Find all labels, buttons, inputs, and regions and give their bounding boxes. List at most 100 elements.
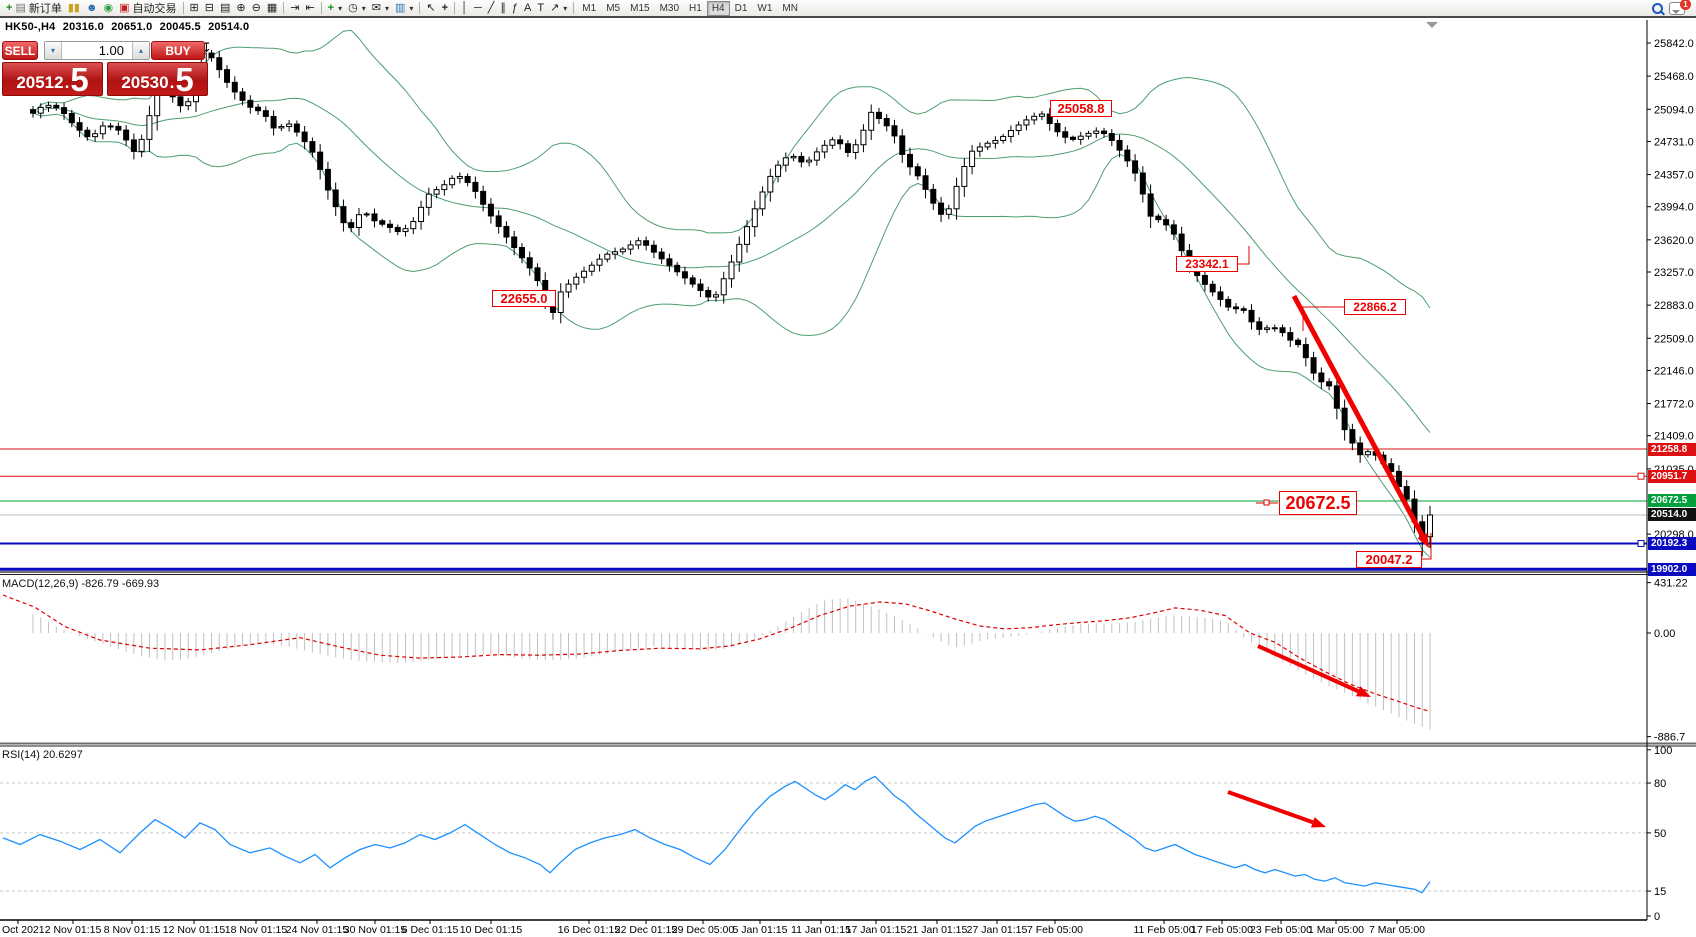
cursor-icon: ↖	[426, 1, 436, 14]
trend-arrow[interactable]	[1227, 790, 1314, 825]
cursor-tool-button[interactable]: ↖	[423, 0, 438, 16]
sell-button[interactable]: SELL	[2, 41, 38, 60]
sell-price-display[interactable]: 20512. 5	[2, 62, 103, 96]
time-axis-label: 23 Feb 05:00	[1250, 924, 1312, 936]
horizontal-line-tool[interactable]: ─	[471, 0, 485, 16]
indicators-button[interactable]: + ▾	[325, 0, 345, 16]
vertical-line-tool[interactable]: │	[458, 0, 471, 16]
auto-scroll-button[interactable]: ⇥	[287, 0, 302, 16]
tab-timeframe-m15[interactable]: M15	[630, 2, 650, 14]
arrows-tool[interactable]: ↗ ▾	[547, 0, 570, 16]
toolbar: + ▤ 新订单 ▮▮ ☻ ◉ ▣ 自动交易 ⊞ ⊟ ▤ ⊕ ⊖ ▦ ⇥ ⇤ + ▾…	[0, 0, 1696, 18]
profile-icon: ▤	[219, 1, 231, 14]
new-order-label: 新订单	[28, 3, 62, 15]
text-label-tool[interactable]: T	[534, 0, 547, 16]
buy-button[interactable]: BUY	[151, 41, 205, 60]
trend-arrow[interactable]	[1291, 294, 1425, 537]
annotation-a20672[interactable]: 20672.5	[1279, 491, 1357, 515]
chart-type-button[interactable]: ▥ ▾	[392, 0, 416, 16]
text-label-icon: T	[537, 1, 545, 14]
zoom-out-button[interactable]: ⊖	[249, 0, 264, 16]
annotation-handle[interactable]	[1263, 499, 1270, 506]
symbol-search-button[interactable]	[1649, 0, 1666, 16]
volume-input[interactable]: 1.00	[98, 43, 124, 58]
tab-timeframe-d1[interactable]: D1	[734, 2, 748, 14]
symbol-period-label: HK50-,H4	[5, 21, 56, 33]
signal-button[interactable]: ◉	[101, 0, 117, 16]
tab-timeframe-h1[interactable]: H1	[689, 2, 702, 14]
tab-timeframe-mn[interactable]: MN	[782, 2, 798, 14]
trend-arrow[interactable]	[1257, 644, 1360, 694]
zoom-in-button[interactable]: ⊕	[233, 0, 248, 16]
periods-button[interactable]: ◷ ▾	[345, 0, 369, 16]
deposit-button[interactable]: ▮▮	[65, 0, 83, 16]
annotation-a22655[interactable]: 22655.0	[492, 290, 556, 307]
notifications-button[interactable]: 1	[1666, 0, 1696, 16]
macd-axis-label: -886.7	[1654, 732, 1685, 744]
market-watch-button[interactable]: ⊟	[202, 0, 217, 16]
text-tool[interactable]: A	[521, 0, 534, 16]
chevron-down-icon: ▾	[50, 46, 55, 55]
mail-icon: ✉	[371, 1, 381, 14]
time-axis-label: 30 Nov 01:15	[344, 924, 407, 936]
annotation-a23342[interactable]: 23342.1	[1176, 256, 1238, 272]
y-axis-label: 23620.0	[1654, 235, 1694, 247]
line-handle[interactable]	[1637, 539, 1645, 547]
autotrading-button[interactable]: ▣ 自动交易	[116, 0, 179, 16]
support-icon: ☻	[85, 1, 98, 14]
volume-stepper[interactable]: ▾ 1.00 ▴	[44, 41, 150, 60]
rsi-axis-label: 0	[1654, 911, 1660, 923]
new-order-button[interactable]: + ▤ 新订单	[3, 0, 65, 16]
y-axis-label: 23257.0	[1654, 267, 1694, 279]
tab-timeframe-h4[interactable]: H4	[706, 0, 730, 16]
buy-price-display[interactable]: 20530. 5	[107, 62, 208, 96]
navigator-button[interactable]: ▤	[217, 0, 233, 16]
y-axis-label: 22146.0	[1654, 365, 1694, 377]
buy-price-dot: .	[169, 73, 175, 93]
tab-timeframe-m1[interactable]: M1	[582, 2, 597, 14]
macd-signal-line	[2, 594, 1431, 712]
trendline-icon: ╱	[487, 1, 495, 14]
toolbar-separator	[573, 2, 575, 14]
annotation-connector	[1302, 306, 1344, 331]
annotation-connector	[1238, 246, 1250, 265]
price-axis-badge-20192.3: 20192.3	[1648, 536, 1696, 550]
templates-button[interactable]: ✉ ▾	[369, 0, 392, 16]
toolbar-separator	[320, 2, 322, 14]
tile-windows-button[interactable]: ▦	[264, 0, 280, 16]
chart-template-icon: ▥	[394, 1, 406, 14]
time-axis-label: 7 Mar 05:00	[1369, 924, 1425, 936]
time-axis-label: 22 Dec 01:15	[615, 924, 678, 936]
line-handle[interactable]	[1637, 472, 1645, 480]
buy-price-int: 20530	[121, 73, 169, 93]
macd-axis-label: 0.00	[1654, 628, 1675, 640]
chart-shift-button[interactable]: ⇤	[302, 0, 317, 16]
indicators-plus-icon: +	[327, 1, 335, 14]
clock-icon: ◷	[348, 1, 358, 14]
new-order-icon: +	[6, 1, 13, 14]
y-axis-label: 25468.0	[1654, 71, 1694, 83]
trendline-tool[interactable]: ╱	[485, 0, 498, 16]
tab-timeframe-m5[interactable]: M5	[606, 2, 621, 14]
annotation-a22866[interactable]: 22866.2	[1344, 299, 1406, 315]
tab-timeframe-m30[interactable]: M30	[659, 2, 680, 14]
annotation-a20047[interactable]: 20047.2	[1356, 551, 1422, 568]
tab-timeframe-w1[interactable]: W1	[757, 2, 773, 14]
volume-increase-button[interactable]: ▴	[132, 42, 149, 59]
toolbar-separator	[182, 2, 184, 14]
data-window-button[interactable]: ⊞	[187, 0, 202, 16]
support-button[interactable]: ☻	[83, 0, 101, 16]
time-axis-label: 2 Nov 01:15	[45, 924, 102, 936]
close-value: 20514.0	[208, 21, 250, 33]
macd-indicator-label: MACD(12,26,9) -826.79 -669.93	[2, 578, 160, 590]
channel-tool[interactable]: ∥	[497, 0, 509, 16]
notification-count-badge: 1	[1680, 0, 1691, 10]
volume-decrease-button[interactable]: ▾	[45, 42, 62, 59]
time-axis-label: 11 Jan 01:15	[791, 924, 851, 936]
annotation-connector	[1422, 533, 1432, 560]
crosshair-tool-button[interactable]: +	[439, 0, 451, 16]
time-axis-label: Oct 2021	[2, 924, 45, 936]
fibonacci-tool[interactable]: ƒ	[509, 0, 521, 16]
annotation-a25058[interactable]: 25058.8	[1050, 100, 1112, 117]
